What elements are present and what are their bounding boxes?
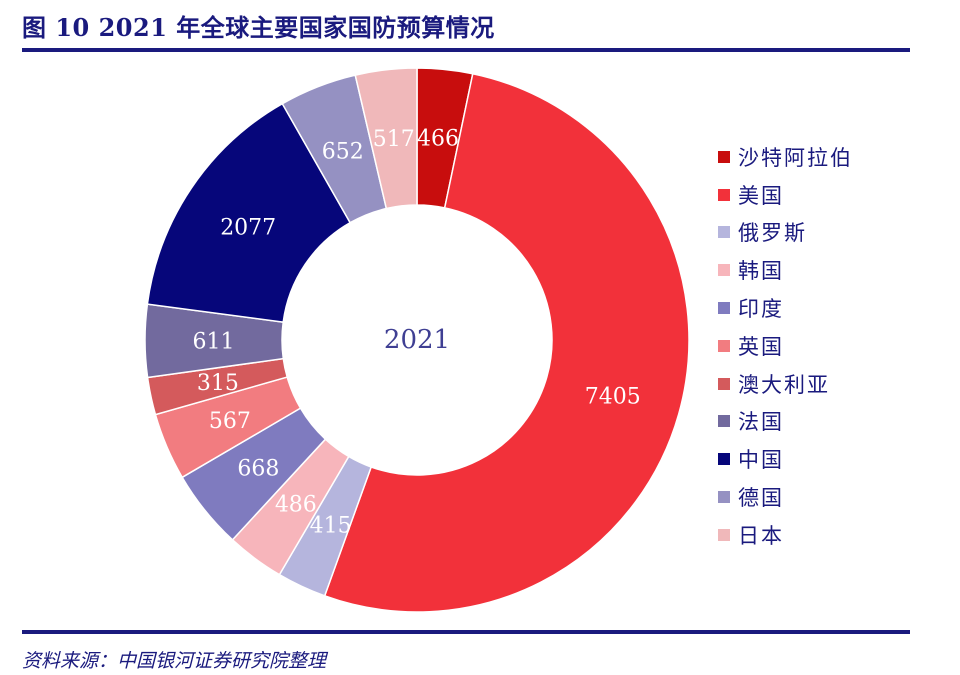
donut-slice <box>323 72 690 613</box>
bottom-rule <box>22 630 910 634</box>
data-label: 668 <box>237 457 279 482</box>
top-rule <box>22 48 910 52</box>
legend-item: 印度 <box>718 289 853 327</box>
data-label: 7405 <box>585 385 641 410</box>
legend-item: 韩国 <box>718 251 853 289</box>
legend-swatch <box>718 188 730 201</box>
legend-item: 英国 <box>718 327 853 365</box>
legend-label: 英国 <box>738 334 784 359</box>
legend-swatch <box>718 226 730 239</box>
legend-item: 美国 <box>718 176 853 214</box>
legend-swatch <box>718 150 730 163</box>
chart-title: 图 10 2021 年全球主要国家国防预算情况 <box>22 13 495 42</box>
data-label: 2077 <box>220 215 276 240</box>
legend-swatch <box>718 302 730 315</box>
data-label: 517 <box>373 127 415 152</box>
legend-label: 美国 <box>738 183 784 208</box>
legend-swatch <box>718 339 730 352</box>
data-label: 486 <box>275 492 317 517</box>
source-note: 资料来源：中国银河证券研究院整理 <box>22 650 327 672</box>
donut-slice <box>146 102 352 324</box>
legend-item: 中国 <box>718 440 853 478</box>
legend-item: 沙特阿拉伯 <box>718 138 853 176</box>
center-label: 2021 <box>384 325 450 355</box>
donut-slice <box>354 67 418 210</box>
legend: 沙特阿拉伯美国俄罗斯韩国印度英国澳大利亚法国中国德国日本 <box>718 138 853 554</box>
legend-label: 日本 <box>738 523 784 548</box>
legend-label: 中国 <box>738 448 784 473</box>
legend-label: 澳大利亚 <box>738 372 830 397</box>
legend-label: 俄罗斯 <box>738 221 807 246</box>
legend-swatch <box>718 453 730 466</box>
legend-label: 沙特阿拉伯 <box>738 145 853 170</box>
legend-swatch <box>718 377 730 390</box>
legend-item: 俄罗斯 <box>718 214 853 252</box>
data-label: 652 <box>322 140 364 165</box>
data-label: 315 <box>197 371 239 396</box>
legend-swatch <box>718 491 730 504</box>
data-label: 415 <box>310 513 352 538</box>
legend-label: 印度 <box>738 297 784 322</box>
legend-label: 德国 <box>738 486 784 511</box>
data-label: 466 <box>417 127 459 152</box>
legend-label: 韩国 <box>738 259 784 284</box>
legend-item: 日本 <box>718 516 853 554</box>
legend-swatch <box>718 528 730 541</box>
data-label: 611 <box>193 330 235 355</box>
data-label: 567 <box>209 409 251 434</box>
legend-item: 澳大利亚 <box>718 365 853 403</box>
legend-item: 法国 <box>718 403 853 441</box>
legend-label: 法国 <box>738 410 784 435</box>
legend-item: 德国 <box>718 478 853 516</box>
legend-swatch <box>718 415 730 428</box>
legend-swatch <box>718 264 730 277</box>
